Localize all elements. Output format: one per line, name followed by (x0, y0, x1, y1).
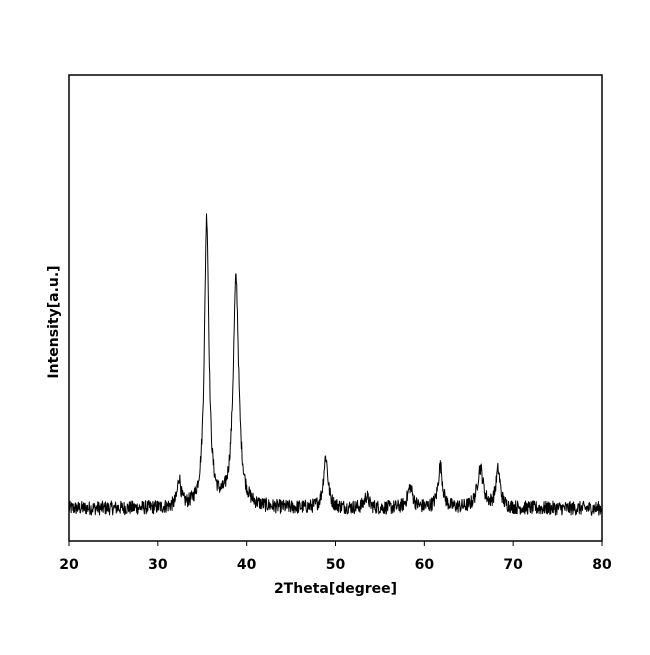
x-tick-label: 50 (326, 557, 346, 573)
plot-area (68, 213, 603, 516)
y-axis-title: Intensity[a.u.] (46, 265, 62, 378)
x-tick-label: 30 (148, 557, 168, 573)
x-tick-label: 20 (59, 557, 79, 573)
x-tick-label: 80 (592, 557, 612, 573)
plot-frame (68, 74, 603, 542)
x-tick-label: 70 (503, 557, 523, 573)
xrd-pattern-line (68, 213, 603, 516)
x-tick-label: 40 (237, 557, 257, 573)
x-tick-label: 60 (415, 557, 435, 573)
x-axis-title: 2Theta[degree] (274, 581, 397, 597)
x-axis-ticks: 20 30 40 50 60 70 80 (59, 541, 612, 573)
